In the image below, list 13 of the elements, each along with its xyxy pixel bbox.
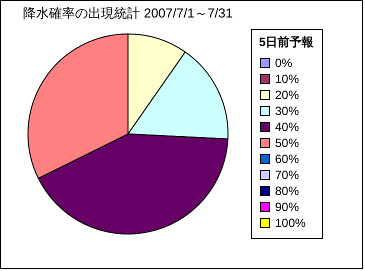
legend-label: 60% [275, 152, 300, 166]
legend-label: 90% [275, 200, 300, 214]
chart-title: 降水確率の出現統計 2007/7/1～7/31 [23, 6, 233, 20]
legend-label: 80% [275, 184, 300, 198]
legend-label: 10% [275, 72, 300, 86]
legend-label: 70% [275, 168, 300, 182]
legend-label: 50% [275, 136, 300, 150]
legend-label: 40% [275, 120, 300, 134]
legend-label: 100% [275, 216, 306, 230]
legend-label: 20% [275, 88, 300, 102]
legend-label: 30% [275, 104, 300, 118]
legend-title: 5日前予報 [259, 35, 315, 49]
legend-label: 0% [275, 56, 293, 70]
